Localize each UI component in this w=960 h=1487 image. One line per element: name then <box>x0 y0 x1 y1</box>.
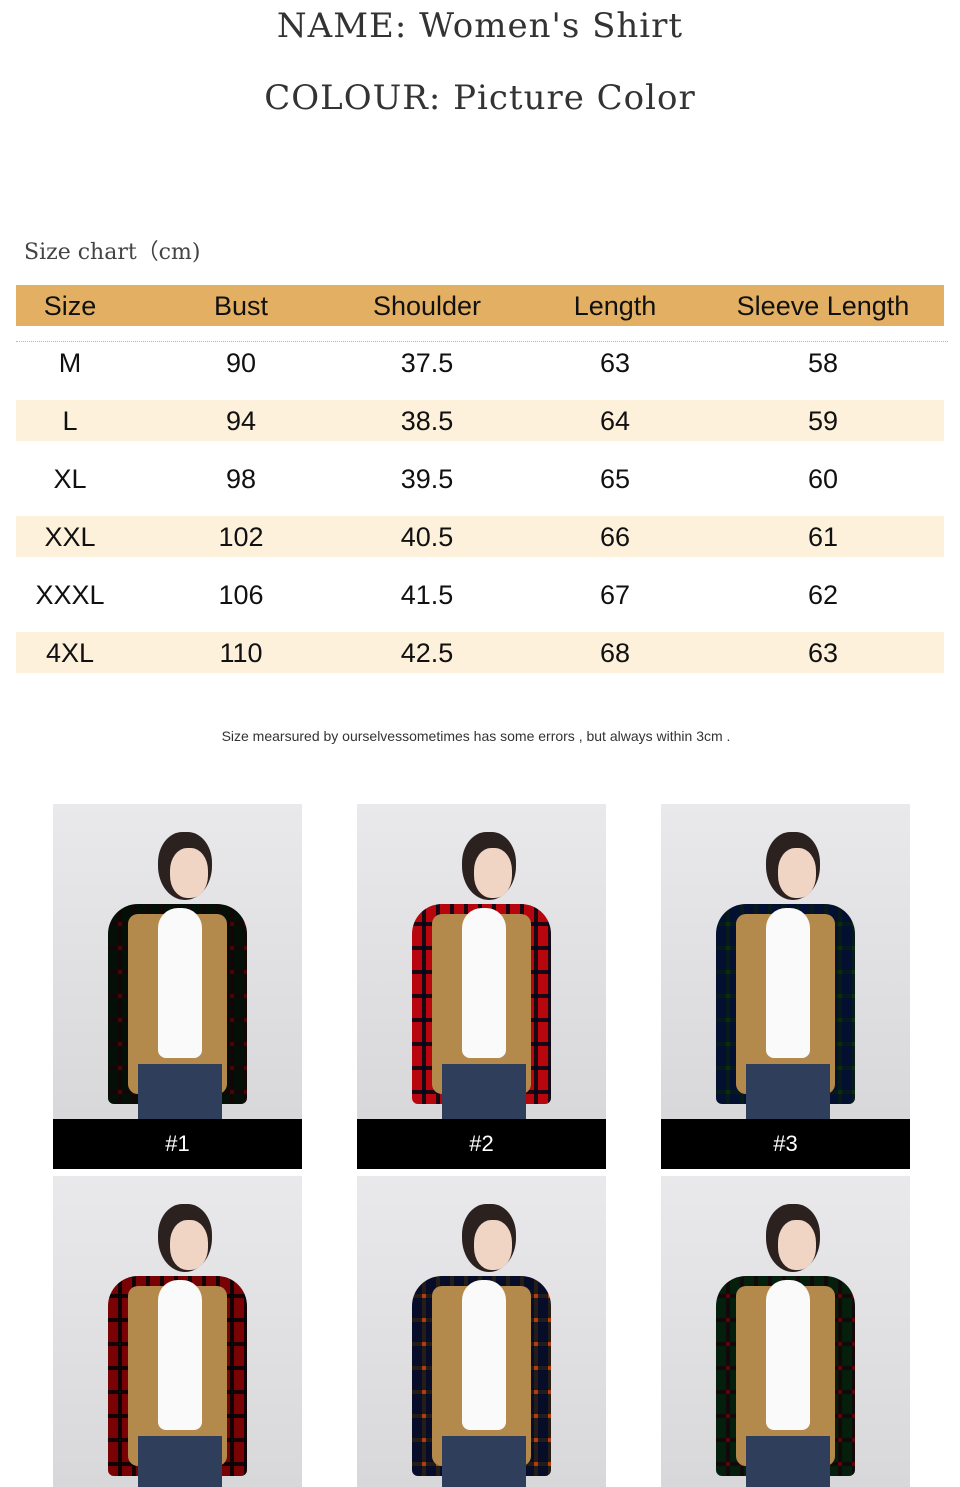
table-cell: 110 <box>219 638 263 668</box>
model-face <box>777 848 816 898</box>
table-row: L 94 38.5 64 59 <box>16 400 944 441</box>
table-cell: 66 <box>599 522 631 552</box>
table-cell: 39.5 <box>400 464 454 494</box>
table-cell: 68 <box>599 638 631 668</box>
jeans <box>441 1436 527 1487</box>
white-top <box>157 908 203 1058</box>
jeans <box>137 1436 223 1487</box>
table-cell: 41.5 <box>400 580 454 610</box>
model-face <box>473 1220 512 1270</box>
product-photo[interactable] <box>661 1176 910 1487</box>
jeans <box>745 1064 831 1119</box>
table-row: XXL 102 40.5 66 61 <box>16 516 944 557</box>
model-face <box>473 848 512 898</box>
model-face <box>169 848 208 898</box>
photo-caption: #2 <box>357 1119 606 1169</box>
white-top <box>157 1280 203 1430</box>
table-cell: 90 <box>225 348 257 378</box>
product-name: NAME: Women's Shirt <box>276 6 684 46</box>
measurement-note: Size mearsured by ourselvessometimes has… <box>221 728 731 744</box>
divider <box>16 341 948 342</box>
table-cell: 64 <box>599 406 631 436</box>
table-cell: 40.5 <box>400 522 454 552</box>
table-cell: 60 <box>807 464 839 494</box>
table-cell: XXL <box>44 522 96 552</box>
column-header-length: Length <box>573 291 657 321</box>
column-header-size: Size <box>43 291 97 321</box>
table-cell: 102 <box>218 522 264 552</box>
jeans <box>137 1064 223 1119</box>
product-colour: COLOUR: Picture Color <box>264 78 696 118</box>
product-photo[interactable] <box>53 1176 302 1487</box>
white-top <box>765 908 811 1058</box>
table-cell: 37.5 <box>400 348 454 378</box>
table-cell: 65 <box>599 464 631 494</box>
product-photo[interactable] <box>357 1176 606 1487</box>
table-cell: 98 <box>225 464 257 494</box>
table-cell: 38.5 <box>400 406 454 436</box>
table-cell: 63 <box>807 638 839 668</box>
model-face <box>777 1220 816 1270</box>
table-cell: 4XL <box>45 638 95 668</box>
photo-caption: #1 <box>53 1119 302 1169</box>
white-top <box>461 1280 507 1430</box>
table-cell: L <box>62 406 78 436</box>
table-cell: 62 <box>807 580 839 610</box>
table-cell: 42.5 <box>400 638 454 668</box>
table-cell: XL <box>53 464 87 494</box>
white-top <box>765 1280 811 1430</box>
table-cell: 61 <box>807 522 839 552</box>
table-cell: 106 <box>218 580 264 610</box>
table-row: M 90 37.5 63 58 <box>16 342 944 383</box>
jeans <box>745 1436 831 1487</box>
table-row: 4XL 110 42.5 68 63 <box>16 632 944 673</box>
product-photo[interactable] <box>357 804 606 1119</box>
table-header: Size Bust Shoulder Length Sleeve Length <box>16 285 944 326</box>
column-header-bust: Bust <box>213 291 269 321</box>
model-face <box>169 1220 208 1270</box>
table-cell: 94 <box>225 406 257 436</box>
white-top <box>461 908 507 1058</box>
jeans <box>441 1064 527 1119</box>
product-photo[interactable] <box>661 804 910 1119</box>
table-cell: XXXL <box>35 580 105 610</box>
table-cell: 58 <box>807 348 839 378</box>
table-cell: M <box>58 348 82 378</box>
size-chart-label: Size chart（cm) <box>24 240 201 265</box>
table-cell: 59 <box>807 406 839 436</box>
column-header-sleeve-length: Sleeve Length <box>736 291 910 321</box>
column-header-shoulder: Shoulder <box>372 291 482 321</box>
product-photo[interactable] <box>53 804 302 1119</box>
table-cell: 67 <box>599 580 631 610</box>
table-row: XXXL 106 41.5 67 62 <box>16 574 944 615</box>
table-row: XL 98 39.5 65 60 <box>16 458 944 499</box>
photo-caption: #3 <box>661 1119 910 1169</box>
table-cell: 63 <box>599 348 631 378</box>
